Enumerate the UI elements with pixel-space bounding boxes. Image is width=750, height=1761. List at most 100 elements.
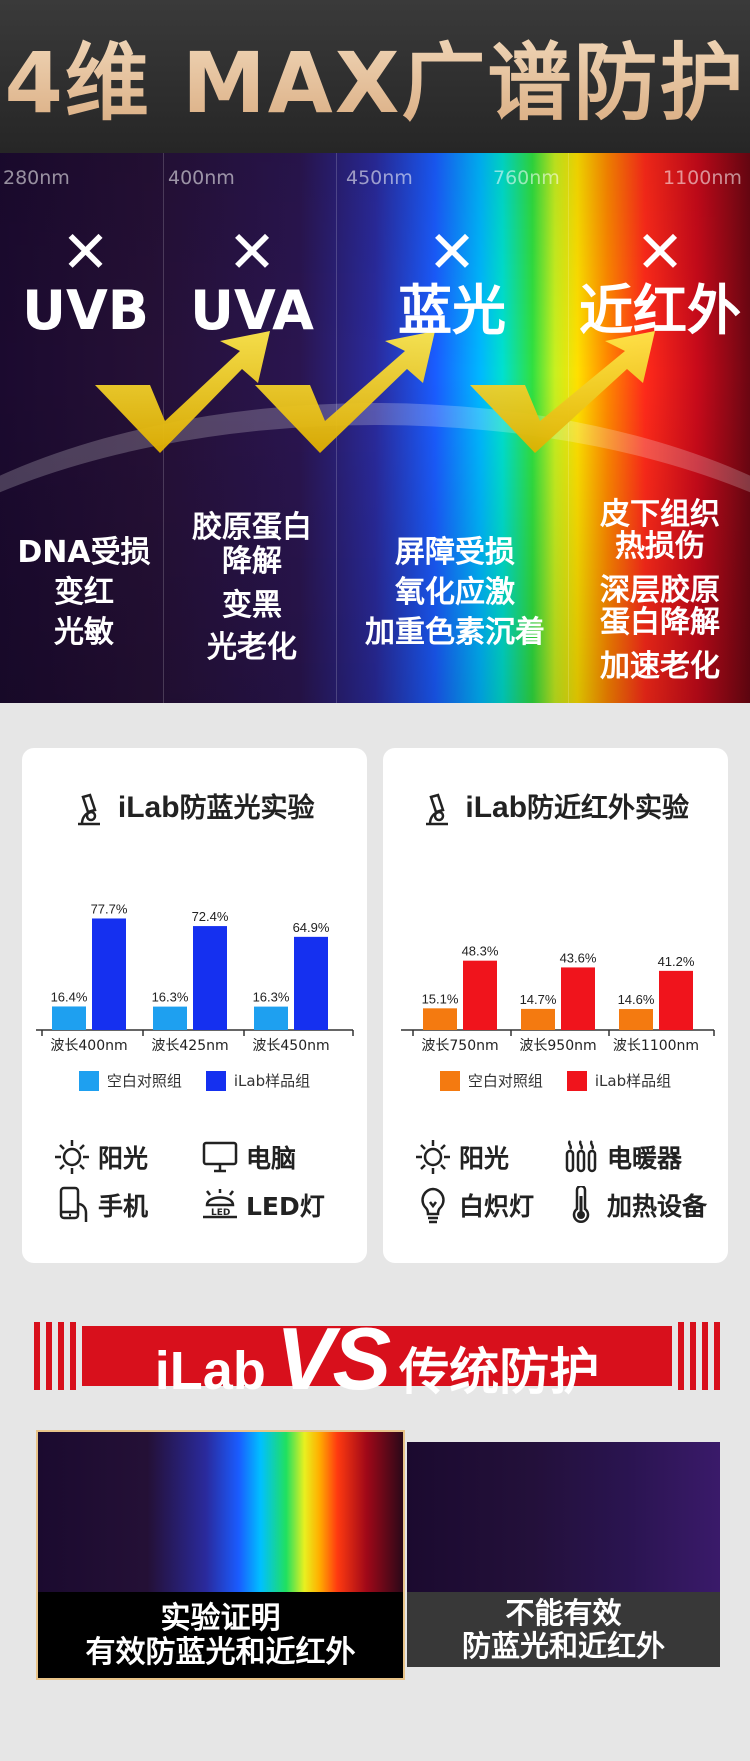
data-label: 14.7% — [520, 992, 557, 1007]
legend-swatch — [566, 1070, 587, 1091]
panel-title-text: 防近红外实验 — [527, 793, 690, 824]
data-label: 14.6% — [618, 992, 655, 1007]
source-item: 阳光 — [52, 1138, 200, 1176]
data-label: 16.4% — [51, 989, 88, 1004]
spectrum-swatch — [38, 1432, 403, 1596]
spectrum-panel: 280nm 400nm 450nm 760nm 1100nm ✕ UVB ✕ U… — [0, 153, 750, 703]
legend-item: iLab样品组 — [205, 1070, 310, 1091]
spectrum-divider — [568, 153, 569, 703]
ilab-result-card: 实验证明 有效防蓝光和近红外 — [36, 1430, 405, 1680]
source-item: 阳光 — [413, 1138, 561, 1176]
zigzag-arrows — [95, 331, 655, 453]
vs-label: 传统防护 — [399, 1343, 600, 1401]
tick-label: 波长400nm — [50, 1038, 127, 1054]
bluelight-bar-chart: 16.4% 77.7% 波长400nm 16.3% 72.4% 波长425nm 16.3% 6… — [36, 901, 354, 1054]
bar — [294, 936, 328, 1030]
bar — [521, 1008, 555, 1030]
tick-label: 波长425nm — [151, 1038, 228, 1054]
heat-sources: 阳光 电暖器 白炽灯 加热设备 — [413, 1138, 718, 1224]
uvb-column: ✕ UVB — [8, 223, 163, 341]
svg-text:LED: LED — [211, 1208, 230, 1218]
light-sources: 阳光 电脑 手机 LED LED灯 — [52, 1138, 357, 1224]
brand-logo: iLab — [117, 791, 180, 824]
band-name: UVB — [22, 279, 149, 342]
source-label: 白炽灯 — [459, 1192, 535, 1221]
legend-item: 空白对照组 — [78, 1070, 182, 1091]
bluelight-column: ✕ 蓝光 — [352, 223, 552, 341]
chart-legend: 空白对照组 iLab样品组 — [383, 1070, 728, 1091]
bar — [153, 1006, 187, 1030]
nir-bar-chart: 15.1% 48.3% 波长750nm 14.7% 43.6% 波长950nm 14.6% 4… — [401, 944, 715, 1054]
data-label: 15.1% — [422, 991, 459, 1006]
vs-banner: iLab VS 传统防护 — [34, 1309, 720, 1408]
result-caption: 实验证明 有效防蓝光和近红外 — [38, 1592, 403, 1678]
header-banner: 4维 MAX广谱防护 — [0, 0, 750, 153]
microscope-icon — [78, 792, 101, 825]
effect-text: 降解 — [222, 544, 282, 579]
cross-icon: ✕ — [61, 218, 110, 286]
band-name: 蓝光 — [398, 279, 506, 342]
effect-text: 氧化应激 — [395, 575, 515, 610]
heater-icon — [561, 1138, 601, 1176]
bar — [619, 1009, 653, 1030]
monitor-icon — [200, 1138, 240, 1176]
tick-label: 波长450nm — [252, 1038, 329, 1054]
panel-title-text: 防蓝光实验 — [179, 793, 315, 824]
source-item: 白炽灯 — [413, 1186, 561, 1224]
source-item: LED LED灯 — [200, 1186, 360, 1224]
chart-legend: 空白对照组 iLab样品组 — [22, 1070, 367, 1091]
bar — [254, 1006, 288, 1030]
effect-text: 光敏 — [54, 615, 114, 650]
effect-text: DNA受损 — [17, 535, 151, 570]
sun-icon — [52, 1138, 92, 1176]
effect-text: 热损伤 — [615, 529, 705, 564]
source-item: 电脑 — [200, 1138, 360, 1176]
effect-text: 蛋白降解 — [600, 605, 720, 640]
brand-logo: iLab — [154, 1341, 266, 1401]
source-label: 手机 — [98, 1192, 149, 1221]
cross-icon: ✕ — [427, 218, 477, 286]
phone-icon — [52, 1186, 92, 1224]
bar — [92, 918, 126, 1030]
effect-text: 加速老化 — [600, 649, 720, 684]
source-label: 电脑 — [246, 1144, 297, 1173]
bar — [193, 926, 227, 1030]
legend-swatch — [205, 1070, 226, 1091]
led-lamp-icon: LED — [200, 1186, 240, 1224]
wavelength-label: 280nm — [3, 167, 70, 189]
brand-logo: iLab — [465, 791, 528, 824]
uvb-effects: DNA受损 变红 光敏 — [0, 533, 168, 653]
arrow-icon — [95, 331, 270, 453]
effect-text: 胶原蛋白 — [192, 510, 312, 545]
effect-text: 深层胶原 — [600, 573, 720, 608]
data-label: 41.2% — [658, 954, 695, 969]
uva-column: ✕ UVA — [168, 223, 336, 341]
banner-stripes — [678, 1322, 720, 1390]
nir-column: ✕ 近红外 — [570, 223, 750, 341]
data-label: 48.3% — [462, 944, 499, 959]
data-label: 72.4% — [192, 909, 229, 924]
spectrum-swatch — [407, 1442, 720, 1592]
tick-label: 波长750nm — [421, 1038, 498, 1054]
source-label: 阳光 — [98, 1144, 149, 1173]
wavelength-label: 760nm — [493, 167, 560, 189]
effect-text: 变红 — [54, 575, 114, 610]
effect-text: 屏障受损 — [395, 535, 515, 570]
effect-text: 皮下组织 — [600, 497, 720, 532]
panel-title: iLab防蓝光实验 — [22, 786, 367, 827]
cross-icon: ✕ — [635, 218, 685, 286]
panel-title: iLab防近红外实验 — [383, 786, 728, 827]
wavelength-label: 1100nm — [663, 167, 742, 189]
source-label: LED灯 — [246, 1192, 325, 1221]
data-label: 43.6% — [560, 950, 597, 965]
bar — [659, 970, 693, 1030]
legend-item: iLab样品组 — [566, 1070, 671, 1091]
legend-swatch — [78, 1070, 99, 1091]
data-label: 64.9% — [293, 920, 330, 935]
bar — [463, 960, 497, 1030]
result-caption: 不能有效 防蓝光和近红外 — [407, 1592, 720, 1667]
legend-swatch — [439, 1070, 460, 1091]
wavelength-label: 400nm — [168, 167, 235, 189]
wavelength-label: 450nm — [346, 167, 413, 189]
source-item: 手机 — [52, 1186, 200, 1224]
